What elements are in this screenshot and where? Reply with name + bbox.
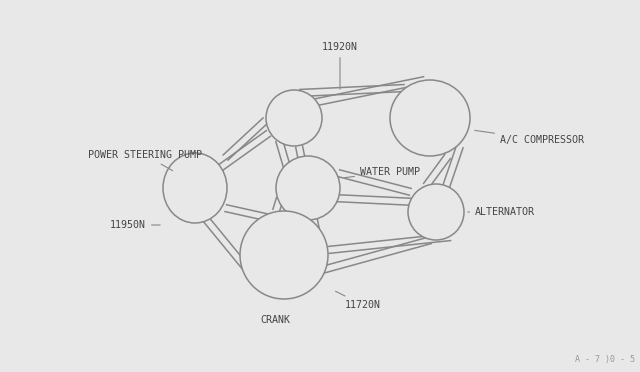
Text: 11920N: 11920N — [322, 42, 358, 89]
Ellipse shape — [240, 211, 328, 299]
Text: POWER STEERING PUMP: POWER STEERING PUMP — [88, 150, 202, 171]
Ellipse shape — [266, 90, 322, 146]
Text: A/C COMPRESSOR: A/C COMPRESSOR — [475, 131, 584, 145]
Text: WATER PUMP: WATER PUMP — [345, 167, 420, 178]
Ellipse shape — [163, 153, 227, 223]
Ellipse shape — [276, 156, 340, 220]
Text: CRANK: CRANK — [260, 315, 290, 325]
Text: ALTERNATOR: ALTERNATOR — [468, 207, 535, 217]
Ellipse shape — [390, 80, 470, 156]
Ellipse shape — [408, 184, 464, 240]
Text: A - 7 )0 - 5: A - 7 )0 - 5 — [575, 355, 635, 364]
Text: 11950N: 11950N — [110, 220, 160, 230]
Text: 11720N: 11720N — [335, 291, 381, 310]
